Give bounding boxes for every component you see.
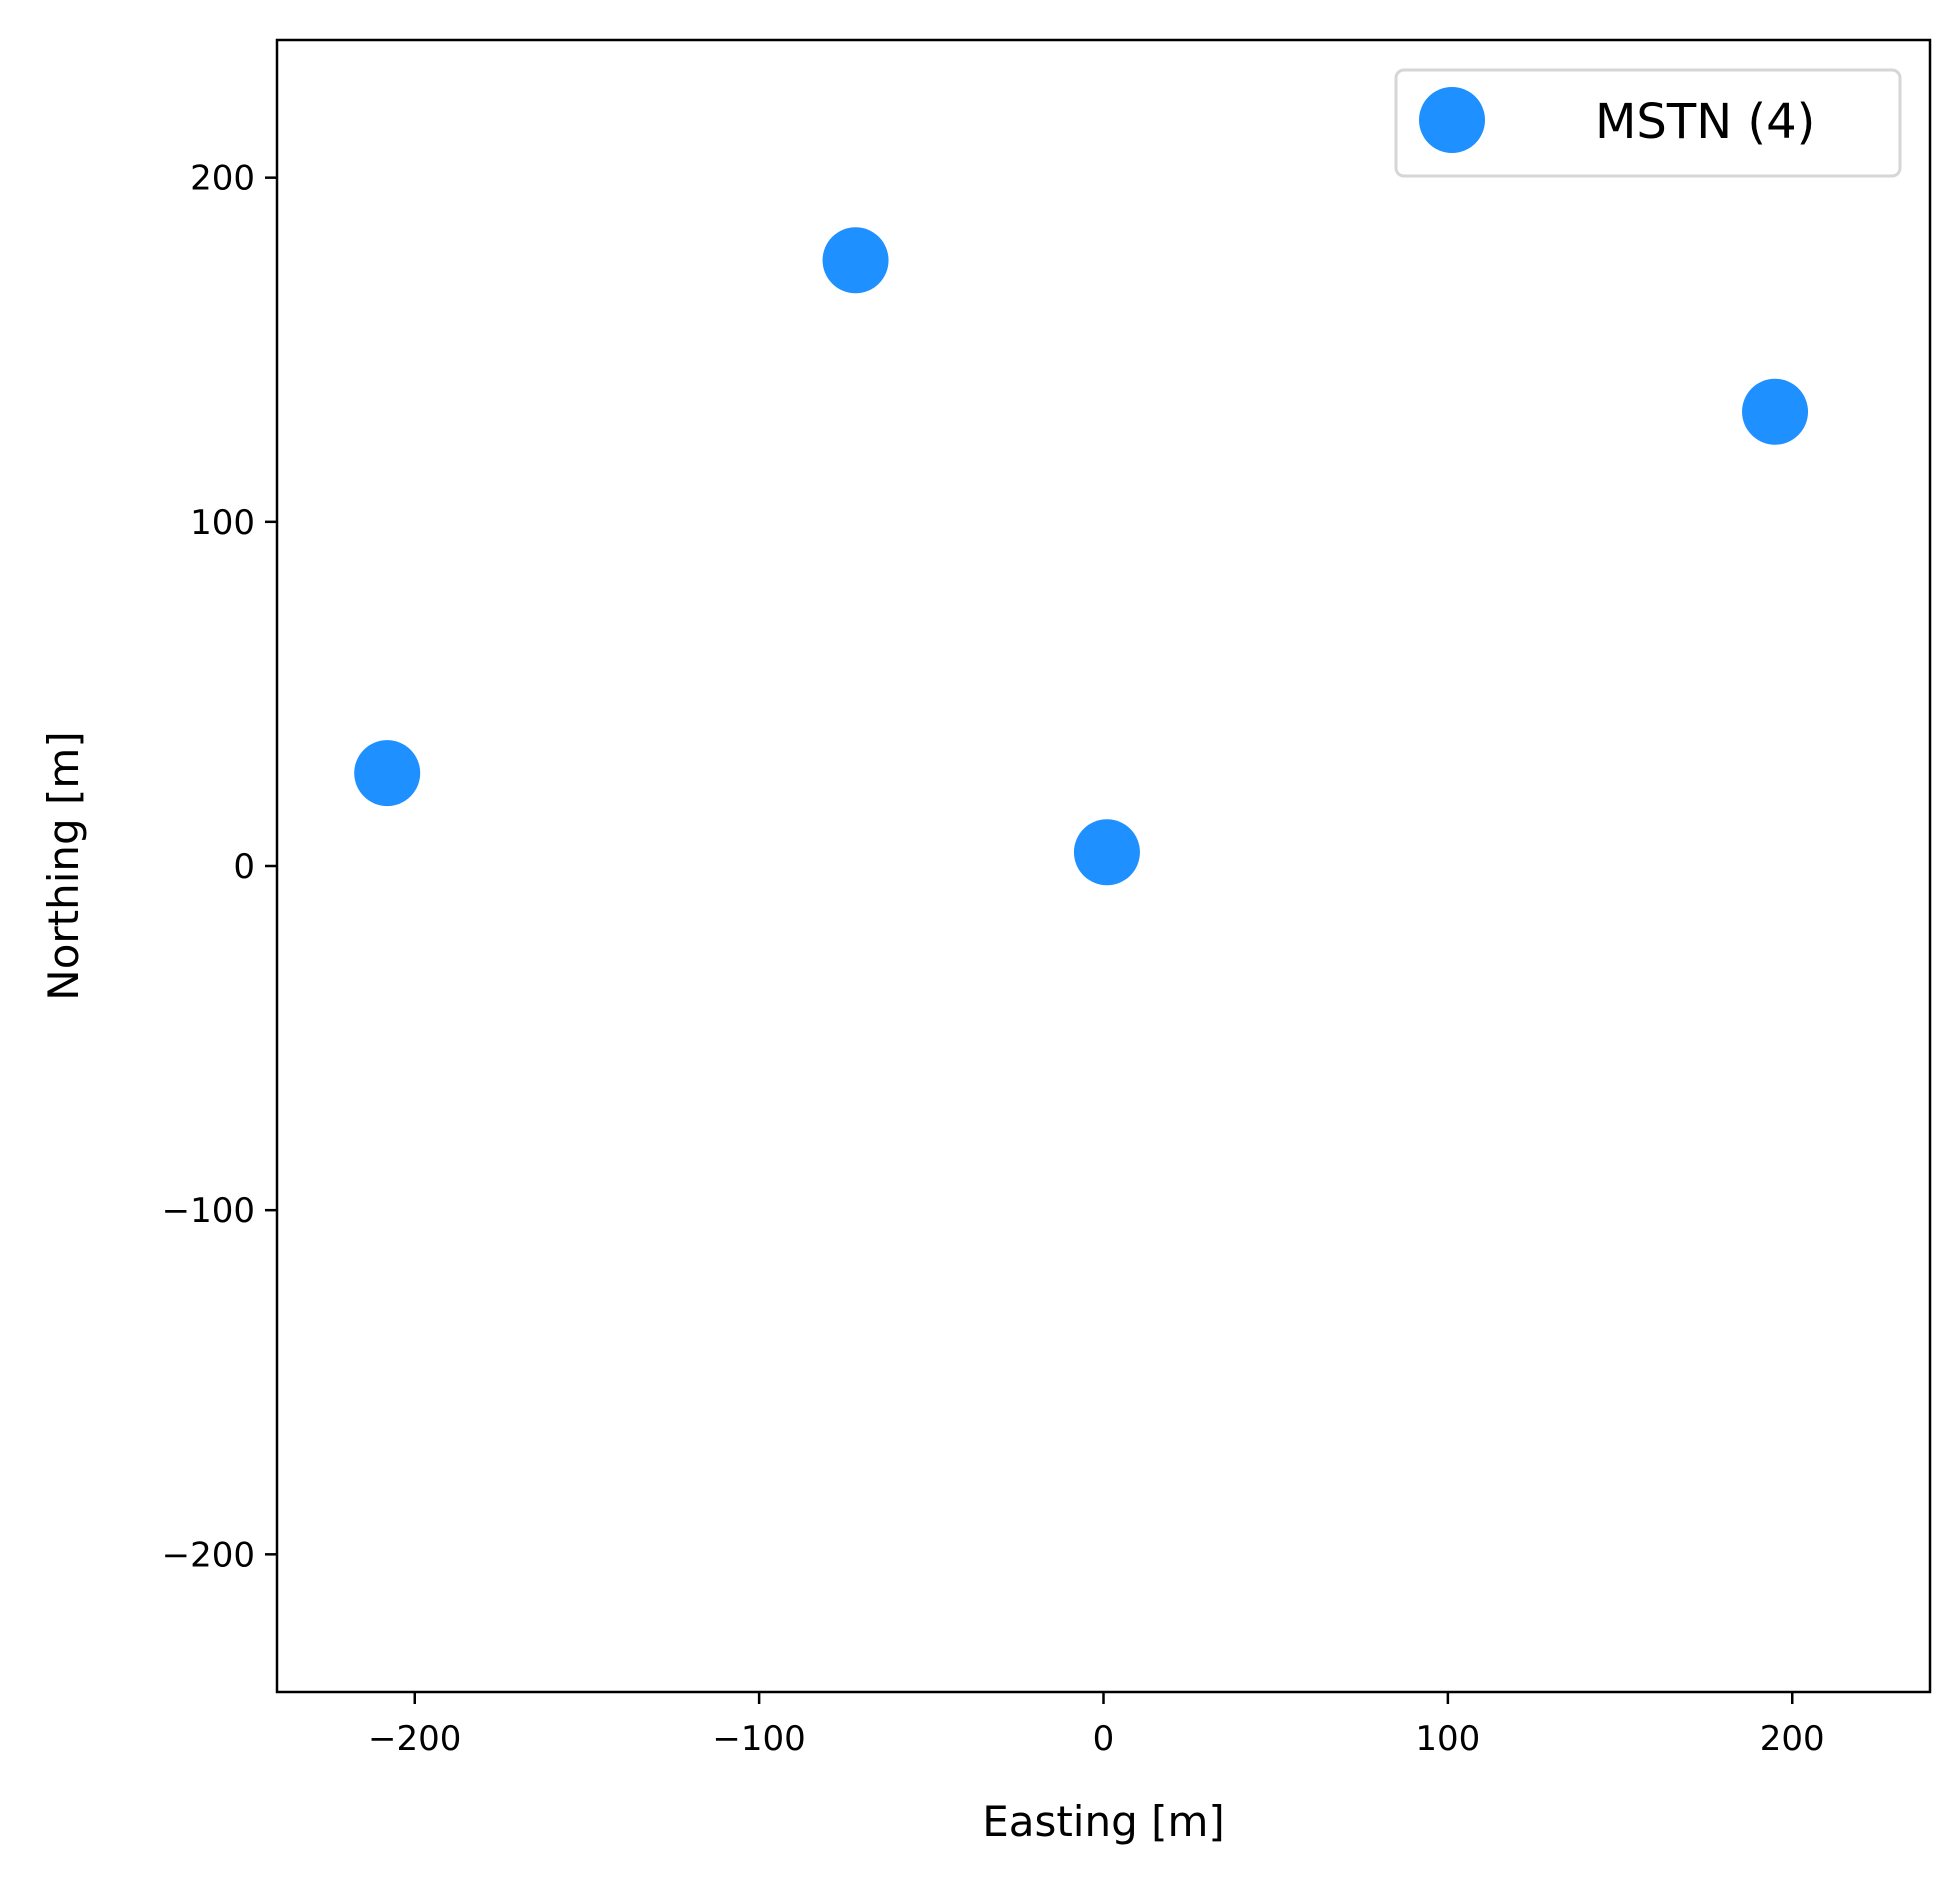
legend-label: MSTN (4): [1595, 94, 1815, 150]
y-tick-label: −200: [162, 1535, 255, 1575]
x-tick-label: 0: [1093, 1719, 1115, 1759]
x-tick-label: −100: [712, 1719, 805, 1759]
data-point: [1742, 378, 1809, 445]
legend-marker: [1419, 87, 1485, 153]
y-axis-label: Northing [m]: [39, 731, 88, 1000]
data-point: [1073, 819, 1140, 886]
y-tick-label: −100: [162, 1191, 255, 1231]
legend: MSTN (4): [1394, 68, 1902, 178]
legend-box: [1394, 68, 1902, 178]
x-tick-label: 200: [1760, 1719, 1825, 1759]
data-point: [822, 227, 889, 294]
data-point: [354, 740, 421, 807]
x-axis-ticks: −200 −100 0 100 200: [368, 1692, 1825, 1759]
data-points: [354, 227, 1809, 886]
x-tick-label: 100: [1415, 1719, 1480, 1759]
y-tick-label: 0: [233, 847, 255, 887]
y-tick-label: 100: [190, 503, 255, 543]
y-tick-label: 200: [190, 159, 255, 199]
y-axis-ticks: −200 −100 0 100 200: [162, 159, 277, 1575]
x-tick-label: −200: [368, 1719, 461, 1759]
x-axis-label: Easting [m]: [982, 1797, 1225, 1846]
